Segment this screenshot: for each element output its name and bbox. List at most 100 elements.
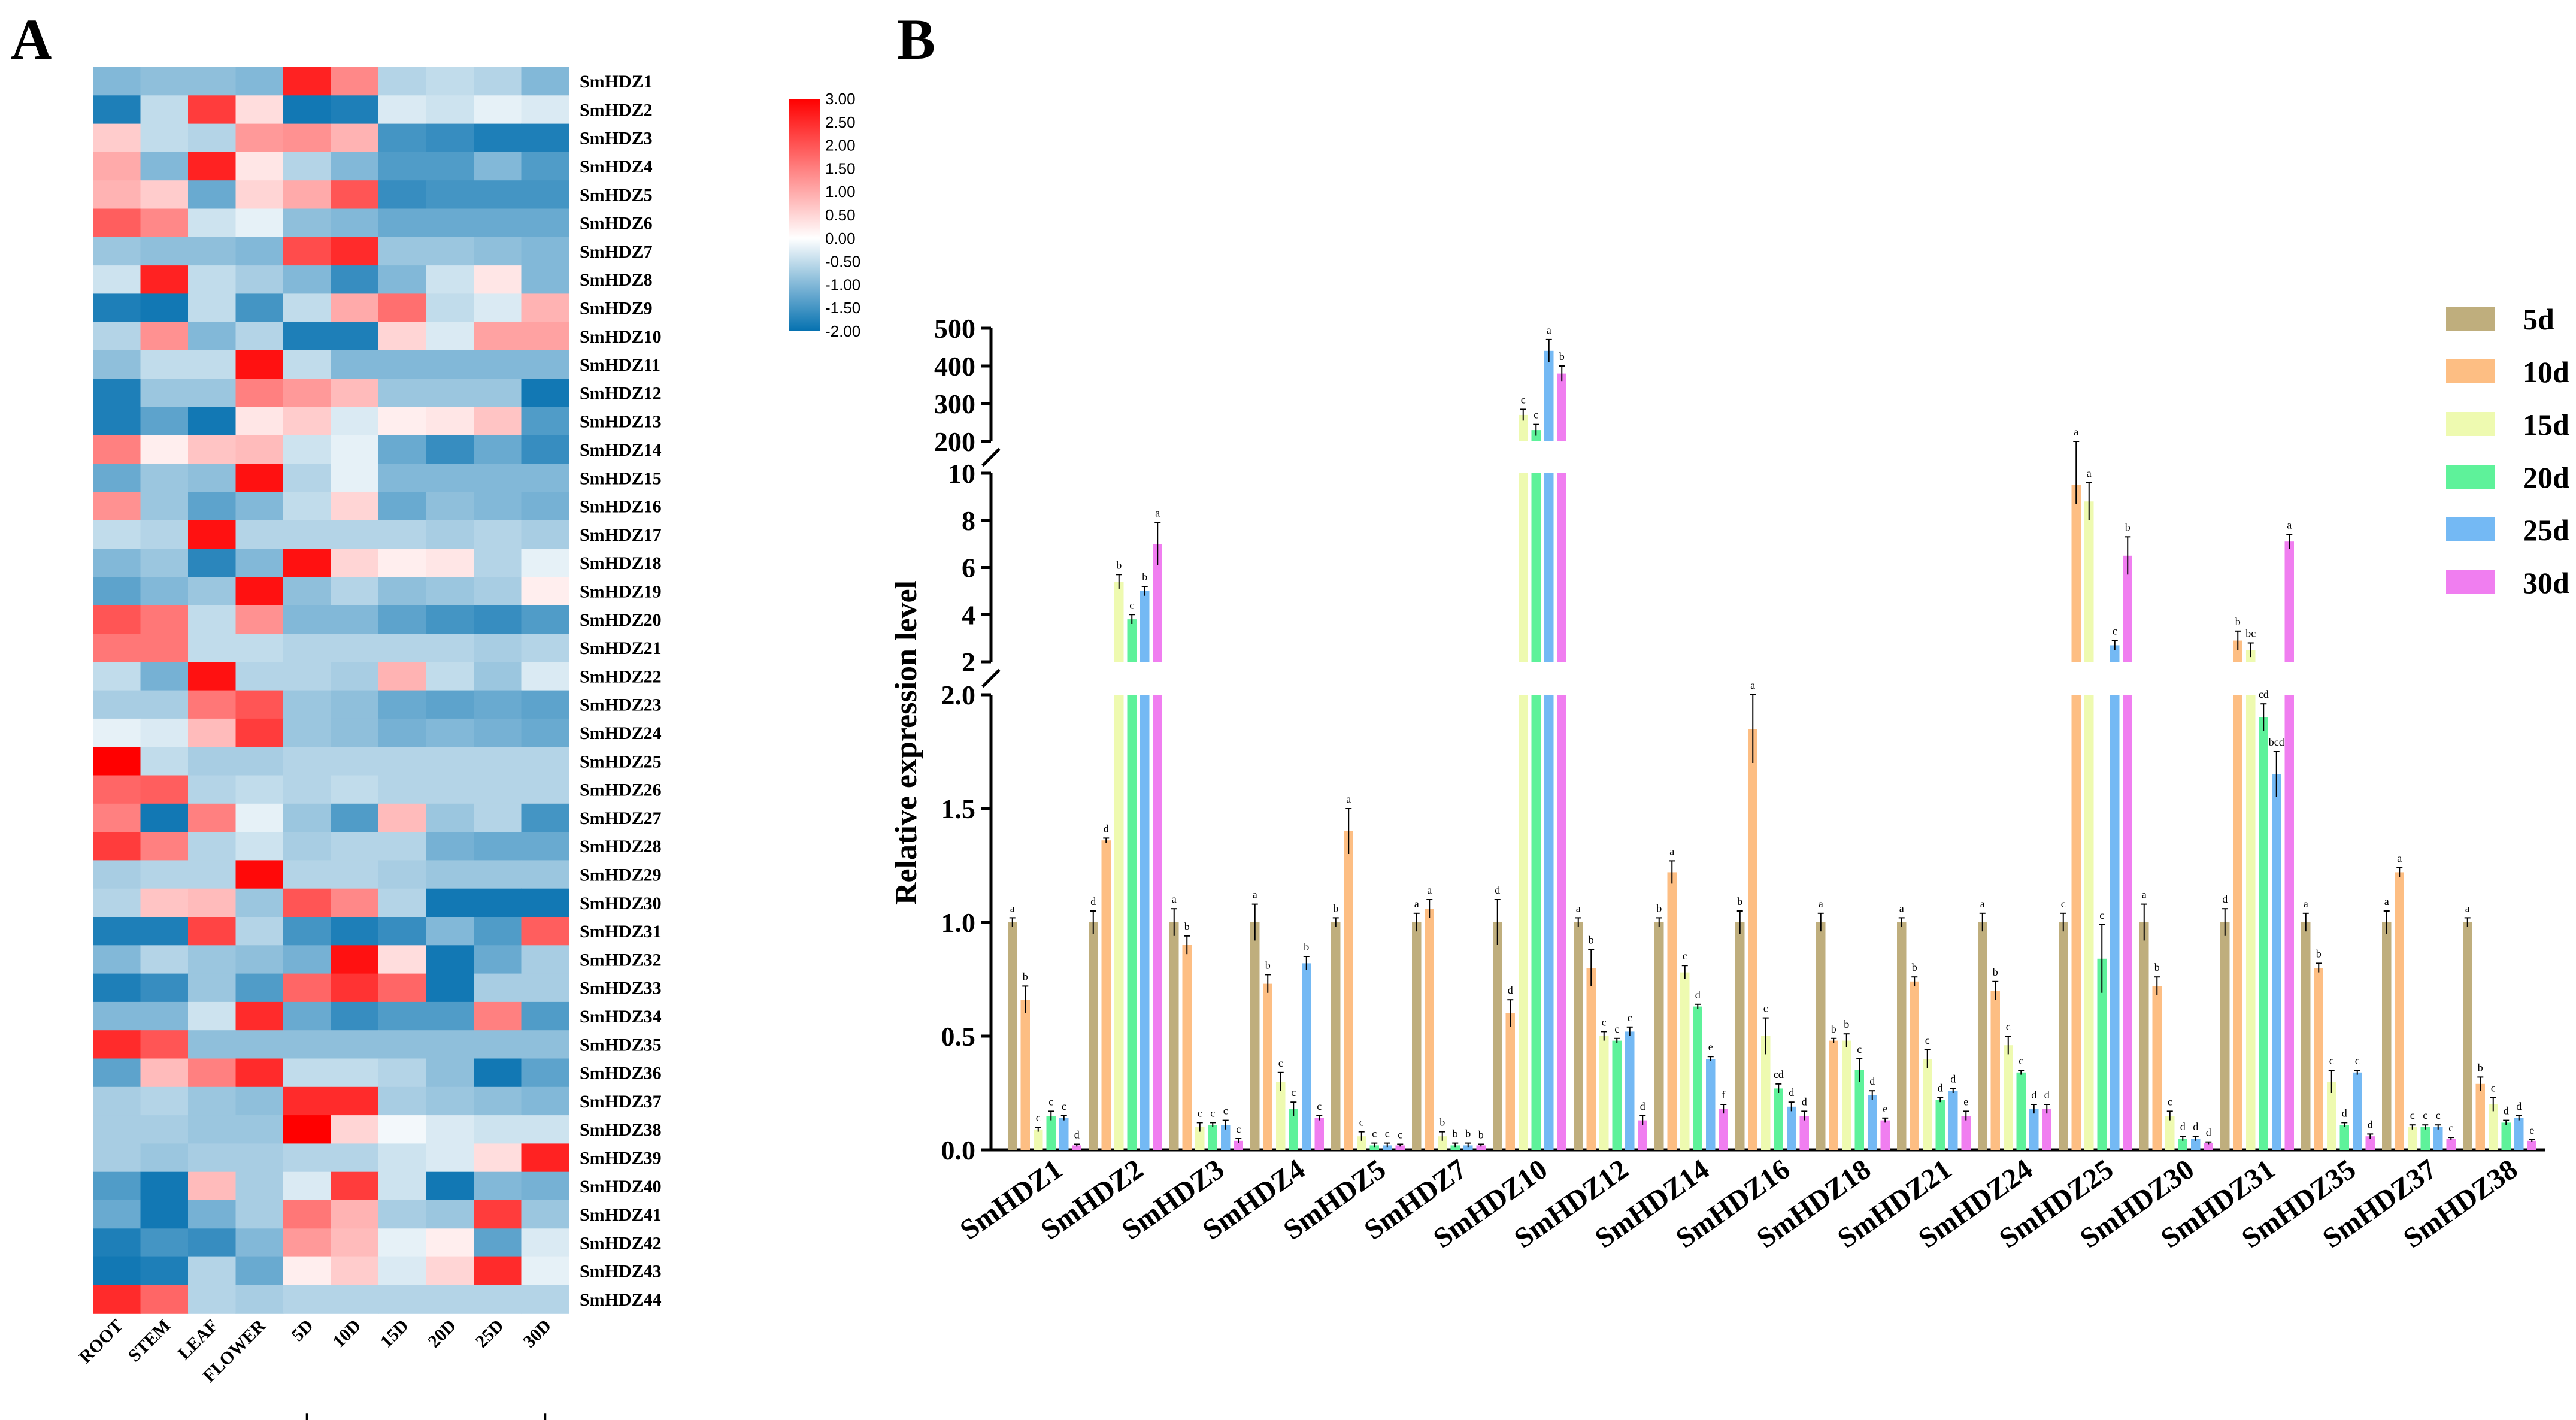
heatmap-cell [283, 917, 332, 946]
heatmap-cell [93, 1171, 141, 1201]
bar [2152, 986, 2162, 1150]
heatmap-cell [474, 1200, 522, 1229]
bar [1638, 1120, 1647, 1150]
bar [2489, 1104, 2498, 1150]
bar [2071, 485, 2081, 662]
bar [1089, 922, 1098, 1150]
heatmap-cell [378, 1171, 427, 1201]
heatmap-cell [426, 747, 474, 776]
heatmap-row-label: SmHDZ1 [580, 72, 653, 92]
heatmap-cell [378, 662, 427, 691]
heatmap-cell [474, 1030, 522, 1059]
heatmap-cell [188, 265, 237, 294]
bar [2314, 968, 2323, 1150]
significance-label: a [2304, 898, 2308, 910]
heatmap-cell [235, 322, 284, 351]
heatmap-cell [521, 492, 569, 521]
heatmap-cell [140, 1171, 189, 1201]
bar [1072, 1145, 1081, 1150]
heatmap-row-label: SmHDZ10 [580, 327, 662, 347]
heatmap-cell [188, 350, 237, 379]
heatmap-row-label: SmHDZ12 [580, 383, 662, 403]
bar [1263, 983, 1272, 1150]
heatmap-cell [140, 860, 189, 889]
heatmap-cell [235, 350, 284, 379]
heatmap-cell [235, 237, 284, 266]
heatmap-cell [474, 350, 522, 379]
heatmap-cell [474, 549, 522, 577]
heatmap-cell [93, 634, 141, 662]
bar [2527, 1140, 2536, 1150]
heatmap-cell [331, 1001, 379, 1031]
heatmap-cell [140, 662, 189, 691]
heatmap-cell [426, 520, 474, 549]
bar [1868, 1095, 1877, 1150]
heatmap-cell [378, 435, 427, 464]
heatmap-cell [331, 152, 379, 181]
heatmap-cell [521, 605, 569, 634]
legend-swatch [2446, 307, 2495, 331]
heatmap-cell [140, 1256, 189, 1286]
heatmap-cell [188, 605, 237, 634]
heatmap-cell [140, 634, 189, 662]
significance-label: cd [2259, 688, 2269, 700]
heatmap-cell [474, 180, 522, 210]
heatmap-cell [378, 634, 427, 662]
heatmap-column-label: 5D [287, 1316, 317, 1345]
heatmap-cell [283, 1200, 332, 1229]
heatmap-cell [140, 1115, 189, 1144]
heatmap-cell [283, 549, 332, 577]
bar [1897, 922, 1907, 1150]
y-axis-tick-label: 2 [962, 647, 975, 677]
heatmap-cell [521, 860, 569, 889]
heatmap-cell [378, 322, 427, 351]
heatmap-cell [426, 152, 474, 181]
bar [2233, 695, 2242, 1150]
heatmap-cell [331, 350, 379, 379]
heatmap-cell [283, 1256, 332, 1286]
heatmap-cell [188, 577, 237, 606]
heatmap-cell [140, 690, 189, 719]
heatmap-cell [426, 549, 474, 577]
bar [1034, 1129, 1043, 1150]
significance-label: c [1628, 1012, 1632, 1024]
heatmap-row-label: SmHDZ39 [580, 1148, 662, 1168]
significance-label: c [2329, 1055, 2334, 1067]
significance-label: c [1763, 1003, 1768, 1015]
heatmap-cell [283, 1001, 332, 1031]
heatmap-cell [521, 1200, 569, 1229]
significance-label: b [2235, 616, 2241, 628]
heatmap-cell [474, 1228, 522, 1258]
heatmap-row-label: SmHDZ41 [580, 1205, 662, 1225]
significance-label: c [1857, 1043, 1862, 1055]
heatmap-cell [283, 1228, 332, 1258]
bar [1761, 1036, 1771, 1150]
heatmap-cell [474, 832, 522, 861]
bar [2272, 774, 2281, 1150]
heatmap-cell [521, 293, 569, 323]
bar [1425, 909, 1434, 1150]
heatmap-cell [188, 690, 237, 719]
bar [1140, 591, 1150, 662]
heatmap-cell [93, 1228, 141, 1258]
significance-label: d [2206, 1127, 2211, 1139]
heatmap-cell [331, 1143, 379, 1173]
bar [2259, 717, 2268, 1150]
heatmap-cell [188, 1200, 237, 1229]
heatmap-cell [521, 1115, 569, 1144]
heatmap-cell [474, 690, 522, 719]
significance-label: c [1372, 1128, 1377, 1140]
heatmap-row-label: SmHDZ22 [580, 667, 662, 686]
legend-swatch [2446, 465, 2495, 489]
heatmap-cell [426, 605, 474, 634]
heatmap-cell [378, 492, 427, 521]
y-axis-tick-label: 1.5 [941, 794, 976, 824]
heatmap-cell [331, 293, 379, 323]
heatmap-cell [93, 464, 141, 493]
bar [1234, 1140, 1243, 1150]
heatmap-cell [93, 549, 141, 577]
heatmap-cell [474, 1058, 522, 1088]
heatmap-cell [235, 1256, 284, 1286]
heatmap-cell [521, 180, 569, 210]
heatmap-cell [283, 520, 332, 549]
